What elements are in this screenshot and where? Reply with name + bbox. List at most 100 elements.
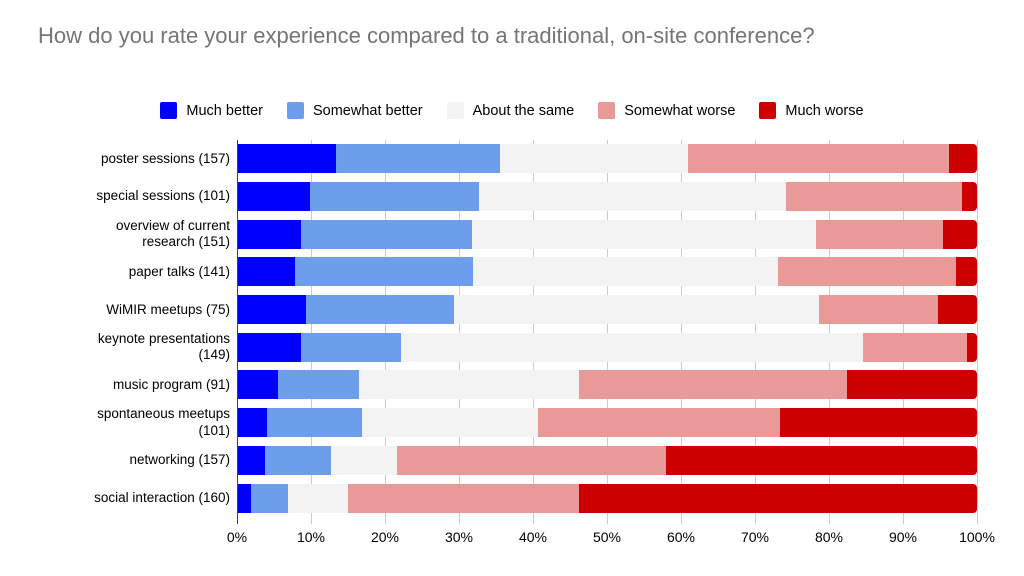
legend-swatch-icon [160,102,178,119]
bar-segment-much-worse [948,144,977,174]
bar-segment-much-better [237,445,266,475]
stacked-bar [237,332,977,362]
bar-segment-somewhat-better [265,445,332,475]
legend: Much better Somewhat better About the same… [0,102,1024,119]
bar-segment-somewhat-worse [688,144,949,174]
bar-segment-somewhat-worse [777,257,957,287]
bar-segment-much-worse [779,408,977,438]
category-label: social interaction (160) [94,489,230,505]
bar-segment-about-the-same [287,483,348,513]
category-label: special sessions (101) [96,188,230,204]
x-tick-label: 50% [592,529,622,545]
bar-segment-somewhat-worse [347,483,580,513]
gridline [607,140,608,524]
legend-item-3: Somewhat worse [598,102,735,119]
legend-item-label: Much worse [785,102,864,119]
category-label: music program (91) [112,376,230,392]
legend-item-label: About the same [472,102,575,119]
bar-segment-somewhat-better [310,182,479,212]
bar-segment-somewhat-worse [537,408,780,438]
bar-segment-somewhat-better [266,408,362,438]
bar-segment-somewhat-worse [578,370,847,400]
legend-item-label: Somewhat better [312,102,423,119]
gridline [977,140,978,524]
category-label: WiMIR meetups (75) [106,301,230,317]
stacked-bar [237,182,977,212]
bar-segment-about-the-same [331,445,397,475]
plot-area [237,140,978,524]
bar-segment-about-the-same [454,295,820,325]
legend-item-0: Much better [160,102,263,119]
x-tick-label: 40% [518,529,548,545]
gridline [311,140,312,524]
bar-segment-much-better [237,219,301,249]
category-axis: poster sessions (157) special sessions (1… [68,140,230,517]
bar-segment-much-better [237,370,278,400]
stacked-bar [237,445,977,475]
bar-row [237,178,977,216]
stacked-bar [237,257,977,287]
bar-segment-about-the-same [500,144,689,174]
stacked-bar [237,144,977,174]
legend-swatch-icon [446,102,464,119]
bar-segment-much-better [237,408,267,438]
bar-row [237,479,977,517]
bar-segment-somewhat-worse [815,219,943,249]
bar-segment-about-the-same [361,408,538,438]
category-label: poster sessions (157) [100,150,230,166]
stacked-bar [237,295,977,325]
bar-segment-much-worse [937,295,977,325]
gridline [755,140,756,524]
x-tick-label: 70% [740,529,770,545]
chart-title: How do you rate your experience compared… [38,23,815,48]
category-label: keynote presentations (149) [97,331,230,363]
bar-segment-about-the-same [473,257,778,287]
bar-segment-somewhat-worse [786,182,963,212]
bar-segment-somewhat-worse [396,445,666,475]
bar-row [237,140,977,178]
x-axis: 0% 10% 20% 30% 40% 50% 60% 70% 80% 90% 100% [227,529,995,549]
bar-segment-much-worse [579,483,977,513]
x-tick-label: 100% [959,529,995,545]
x-tick-label: 60% [666,529,696,545]
bar-row [237,328,977,366]
legend-item-label: Somewhat worse [624,102,736,119]
x-tick-label: 0% [226,529,248,545]
bar-segment-much-worse [956,257,977,287]
bar-segment-much-better [237,257,295,287]
category-label: spontaneous meetups (101) [97,406,230,438]
bar-segment-much-better [237,182,311,212]
bar-segment-somewhat-worse [819,295,938,325]
legend-item-label: Much better [186,102,263,119]
bar-row [237,442,977,480]
gridline [533,140,534,524]
legend-swatch-icon [759,102,777,119]
bar-segment-somewhat-better [277,370,359,400]
stacked-bar [237,370,977,400]
category-label: networking (157) [129,452,230,468]
bar-segment-much-worse [665,445,977,475]
category-label: paper talks (141) [128,263,230,279]
legend-item-4: Much worse [759,102,864,119]
bar-segment-much-better [237,295,306,325]
x-tick-label: 20% [370,529,400,545]
stacked-bar [237,408,977,438]
bar-segment-somewhat-better [305,295,455,325]
legend-swatch-icon [286,102,304,119]
bar-segment-much-better [237,483,252,513]
bar-segment-about-the-same [472,219,816,249]
bar-segment-much-worse [967,332,977,362]
bar-segment-somewhat-better [294,257,474,287]
bar-segment-much-better [237,332,302,362]
legend-item-1: Somewhat better [286,102,423,119]
bar-segment-much-worse [962,182,977,212]
stacked-bar [237,483,977,513]
gridline [681,140,682,524]
bar-segment-much-worse [846,370,977,400]
bar-row [237,215,977,253]
bar-rows [237,140,977,517]
y-axis-line [237,140,238,524]
legend-item-2: About the same [446,102,575,119]
x-tick-label: 30% [444,529,474,545]
stacked-bar [237,219,977,249]
